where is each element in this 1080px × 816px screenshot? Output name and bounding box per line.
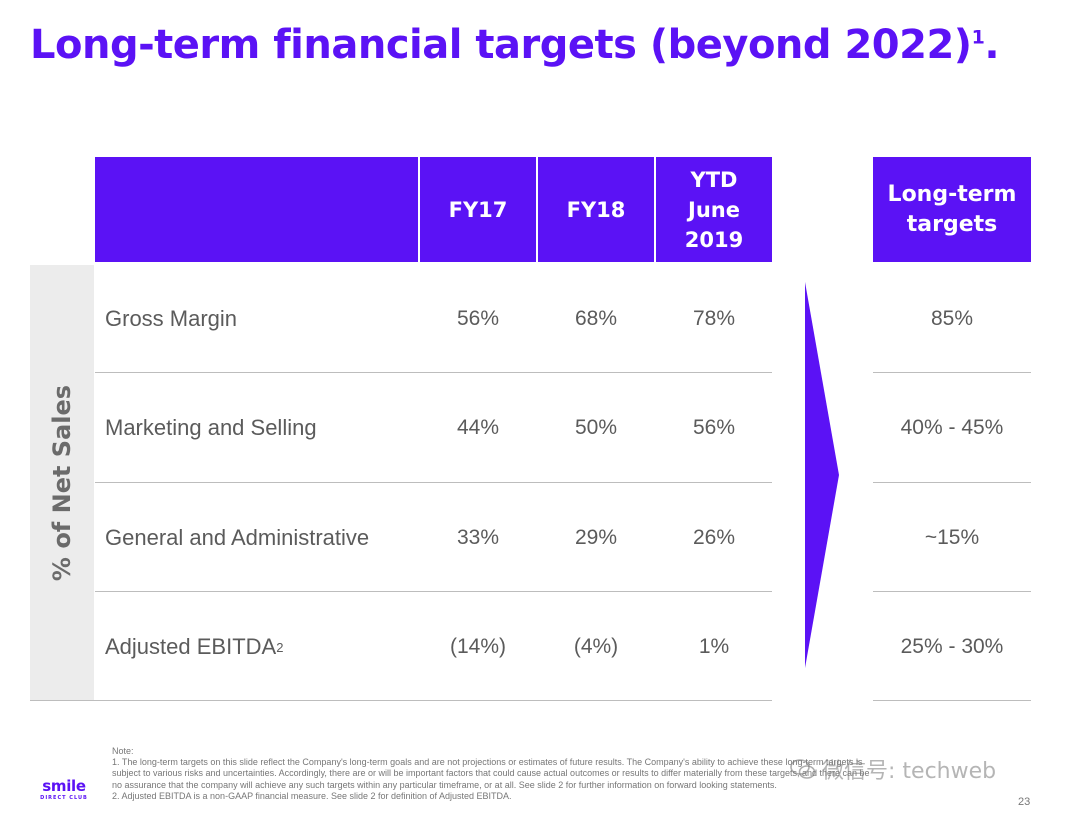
header-long-term-targets: Long-term targets	[873, 157, 1031, 262]
slide-title-text: Long-term financial targets (beyond 2022…	[30, 22, 972, 68]
row-divider-targets	[873, 482, 1031, 483]
row-label-gross-margin: Gross Margin	[105, 265, 415, 373]
table-bottom-rule-targets	[873, 700, 1031, 701]
logo-word: smile	[42, 777, 86, 795]
header-ytd-line-2: June	[688, 197, 740, 222]
cell-ga-fy17: 33%	[456, 526, 500, 549]
watermark-text: 微信号: techweb	[822, 759, 997, 784]
header-fy17: FY17	[420, 157, 536, 262]
header-ytd-june-2019: YTD June 2019	[656, 157, 772, 262]
row-label-text: General and Administrative	[105, 525, 370, 550]
footnotes: Note: 1. The long-term targets on this s…	[112, 746, 1057, 802]
cell-ebitda-fy18: (4%)	[573, 635, 619, 658]
header-long-term-line-1: Long-term	[887, 181, 1017, 207]
page-number: 23	[1018, 796, 1031, 808]
wechat-icon	[790, 759, 816, 779]
note-line-4: 2. Adjusted EBITDA is a non-GAAP financi…	[112, 790, 512, 801]
title-footnote-marker: 1	[971, 26, 985, 49]
side-label: % of Net Sales	[30, 265, 94, 700]
row-label-text: Marketing and Selling	[105, 415, 317, 440]
note-heading: Note:	[112, 746, 134, 756]
cell-marketing-target: 40% - 45%	[900, 416, 1004, 439]
row-divider-targets	[873, 372, 1031, 373]
header-ytd-line-3: 2019	[684, 227, 744, 252]
smile-direct-club-logo: smile DIRECT CLUB	[36, 778, 92, 802]
cell-marketing-fy18: 50%	[574, 416, 618, 439]
row-divider	[95, 372, 772, 373]
cell-ebitda-fy17: (14%)	[449, 635, 507, 658]
cell-ga-target: ~15%	[924, 526, 980, 549]
cell-ga-fy18: 29%	[574, 526, 618, 549]
note-line-2: subject to various risks and uncertainti…	[112, 768, 870, 779]
row-divider	[95, 591, 772, 592]
header-ytd-line-1: YTD	[690, 167, 738, 192]
footnote-marker: 2	[276, 639, 284, 655]
row-label-text: Adjusted EBITDA	[105, 634, 277, 659]
cell-gross-margin-fy18: 68%	[574, 307, 618, 330]
header-fy18: FY18	[538, 157, 654, 262]
header-long-term-line-2: targets	[906, 211, 998, 237]
cell-marketing-ytd: 56%	[692, 416, 736, 439]
cell-gross-margin-target: 85%	[930, 307, 974, 330]
header-blank-cell	[95, 157, 418, 262]
chevron-right-icon	[805, 282, 839, 668]
logo-subtitle: DIRECT CLUB	[40, 795, 88, 801]
cell-ga-ytd: 26%	[692, 526, 736, 549]
cell-ebitda-ytd: 1%	[698, 635, 730, 658]
watermark: 微信号: techweb	[790, 756, 997, 784]
row-label-adjusted-ebitda: Adjusted EBITDA 2	[105, 593, 415, 701]
table-bottom-rule	[30, 700, 772, 701]
cell-gross-margin-ytd: 78%	[692, 307, 736, 330]
side-label-text: % of Net Sales	[48, 384, 76, 581]
side-band	[30, 265, 94, 700]
title-period: .	[984, 22, 1000, 68]
slide-title: Long-term financial targets (beyond 2022…	[30, 22, 1070, 68]
cell-gross-margin-fy17: 56%	[456, 307, 500, 330]
row-label-marketing-selling: Marketing and Selling	[105, 374, 415, 482]
note-line-1: 1. The long-term targets on this slide r…	[112, 757, 863, 768]
row-divider	[95, 482, 772, 483]
row-label-text: Gross Margin	[105, 306, 238, 331]
cell-marketing-fy17: 44%	[456, 416, 500, 439]
cell-ebitda-target: 25% - 30%	[900, 635, 1004, 658]
row-label-general-admin: General and Administrative	[105, 484, 415, 592]
note-line-3: no assurance that the company will achie…	[112, 779, 777, 790]
row-divider-targets	[873, 591, 1031, 592]
